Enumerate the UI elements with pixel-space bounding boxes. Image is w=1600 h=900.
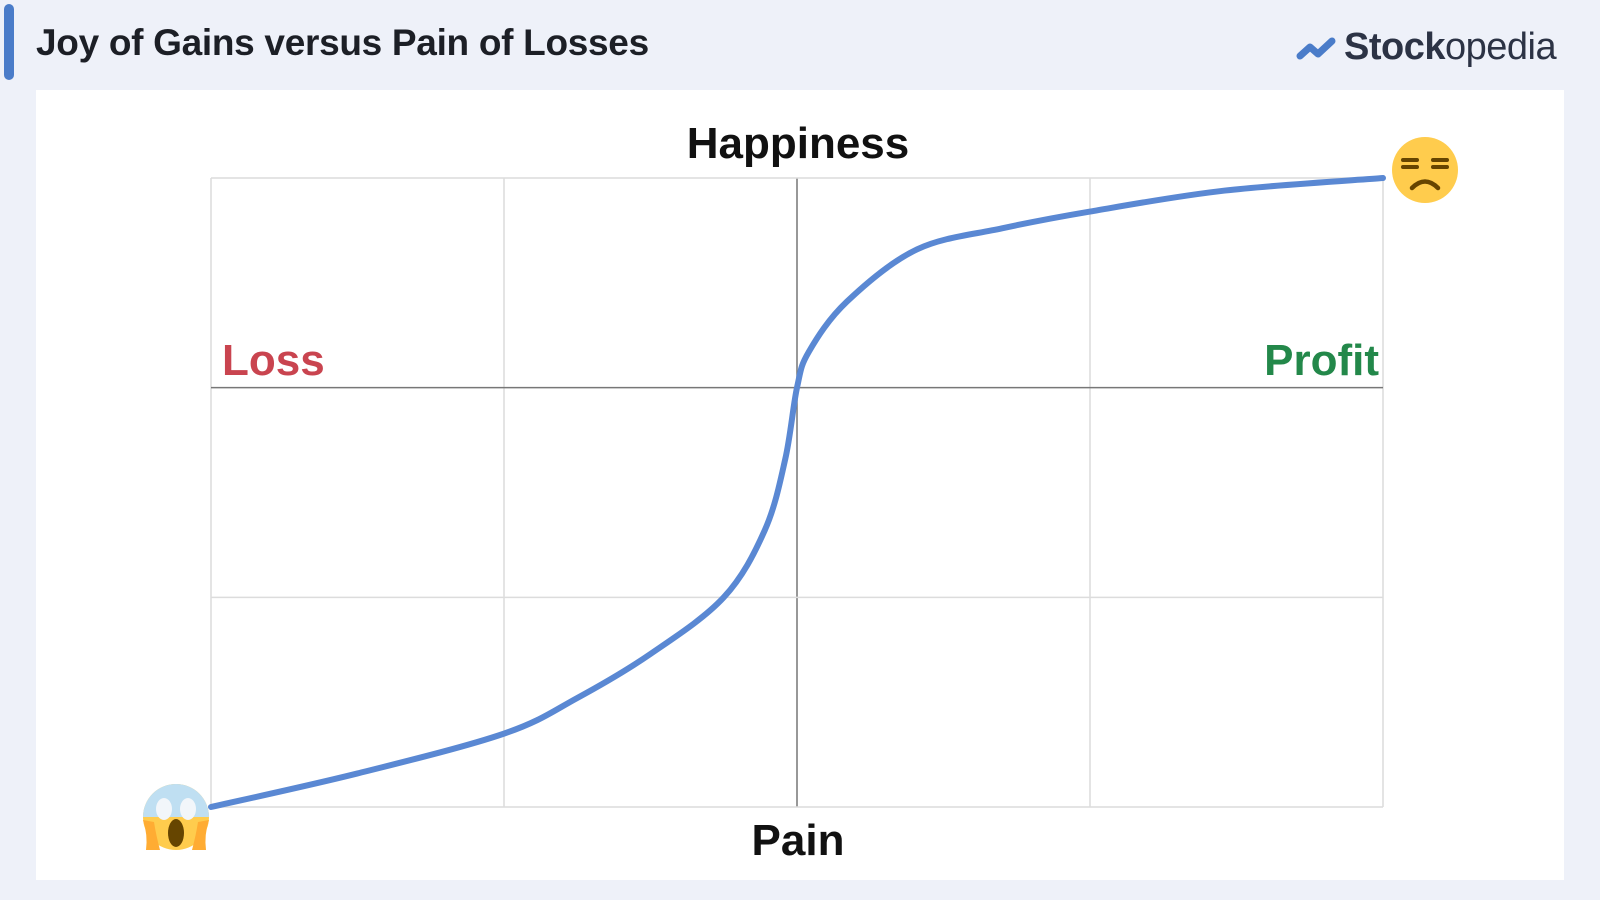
page-title: Joy of Gains versus Pain of Losses: [36, 22, 649, 63]
chart: Happiness Pain Loss Profit: [143, 119, 1458, 865]
logo-text-bold: Stock: [1344, 26, 1445, 68]
unamused-face-icon: [1392, 137, 1458, 203]
x-axis-label: Pain: [752, 816, 845, 865]
annotation-profit: Profit: [1264, 336, 1379, 385]
annotation-loss: Loss: [222, 336, 325, 385]
logo-chart-icon: [1296, 37, 1336, 59]
chart-title: Happiness: [687, 119, 910, 168]
logo-text-light: opedia: [1444, 26, 1557, 68]
stockopedia-logo: Stockopedia: [1296, 26, 1557, 69]
face-screaming-in-fear-icon: [143, 784, 209, 850]
chart-panel: Happiness Pain Loss Profit: [36, 90, 1564, 880]
title-accent-bar: [4, 4, 14, 80]
